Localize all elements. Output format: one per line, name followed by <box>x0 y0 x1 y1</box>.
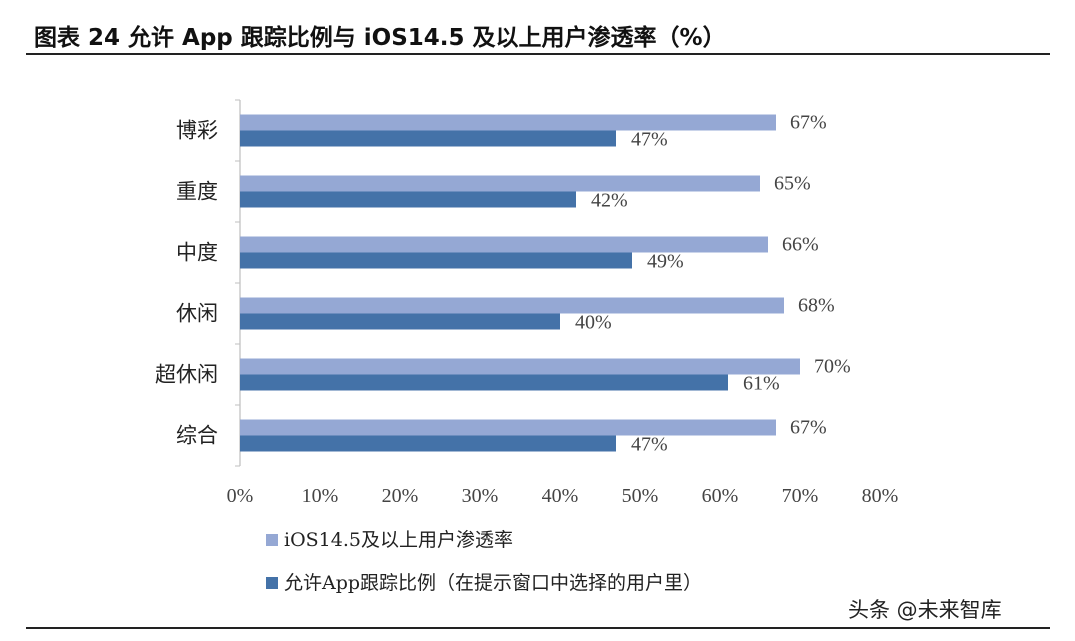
category-label: 超休闲 <box>155 363 218 387</box>
x-tick-label: 60% <box>702 485 739 507</box>
data-label-ios-penetration: 67% <box>790 417 827 439</box>
category-label: 重度 <box>176 180 218 204</box>
bar-allow-tracking <box>240 252 632 269</box>
bar-ios-penetration <box>240 419 776 436</box>
x-tick-label: 70% <box>782 485 819 507</box>
data-label-allow-tracking: 49% <box>647 251 684 273</box>
data-label-ios-penetration: 68% <box>798 295 835 317</box>
data-label-allow-tracking: 47% <box>631 434 668 456</box>
bar-allow-tracking <box>240 435 616 452</box>
x-tick-label: 0% <box>227 485 254 507</box>
bar-allow-tracking <box>240 374 728 391</box>
figure-title: 图表 24 允许 App 跟踪比例与 iOS14.5 及以上用户渗透率（%） <box>34 25 726 51</box>
top-rule <box>26 53 1050 55</box>
data-label-allow-tracking: 61% <box>743 373 780 395</box>
x-tick-label: 50% <box>622 485 659 507</box>
bottom-rule <box>26 627 1050 629</box>
legend-label: iOS14.5及以上用户渗透率 <box>284 529 513 551</box>
category-label: 休闲 <box>176 302 218 326</box>
watermark: 头条 @未来智库 <box>848 598 1002 622</box>
bar-allow-tracking <box>240 313 560 330</box>
bar-allow-tracking <box>240 191 576 208</box>
legend-swatch <box>266 534 278 546</box>
bar-allow-tracking <box>240 130 616 147</box>
x-tick-label: 80% <box>862 485 899 507</box>
category-label: 综合 <box>176 424 218 448</box>
data-label-ios-penetration: 66% <box>782 234 819 256</box>
x-tick-label: 20% <box>382 485 419 507</box>
data-label-allow-tracking: 42% <box>591 190 628 212</box>
data-label-ios-penetration: 70% <box>814 356 851 378</box>
x-tick-label: 10% <box>302 485 339 507</box>
x-tick-label: 40% <box>542 485 579 507</box>
bar-ios-penetration <box>240 358 800 375</box>
data-label-ios-penetration: 67% <box>790 112 827 134</box>
data-label-allow-tracking: 40% <box>575 312 612 334</box>
bar-ios-penetration <box>240 236 768 253</box>
data-label-ios-penetration: 65% <box>774 173 811 195</box>
category-label: 博彩 <box>176 119 218 143</box>
category-label: 中度 <box>176 241 218 265</box>
x-tick-label: 30% <box>462 485 499 507</box>
legend-label: 允许App跟踪比例（在提示窗口中选择的用户里） <box>284 572 702 594</box>
bar-ios-penetration <box>240 175 760 192</box>
bar-ios-penetration <box>240 114 776 131</box>
legend-swatch <box>266 577 278 589</box>
bar-ios-penetration <box>240 297 784 314</box>
data-label-allow-tracking: 47% <box>631 129 668 151</box>
